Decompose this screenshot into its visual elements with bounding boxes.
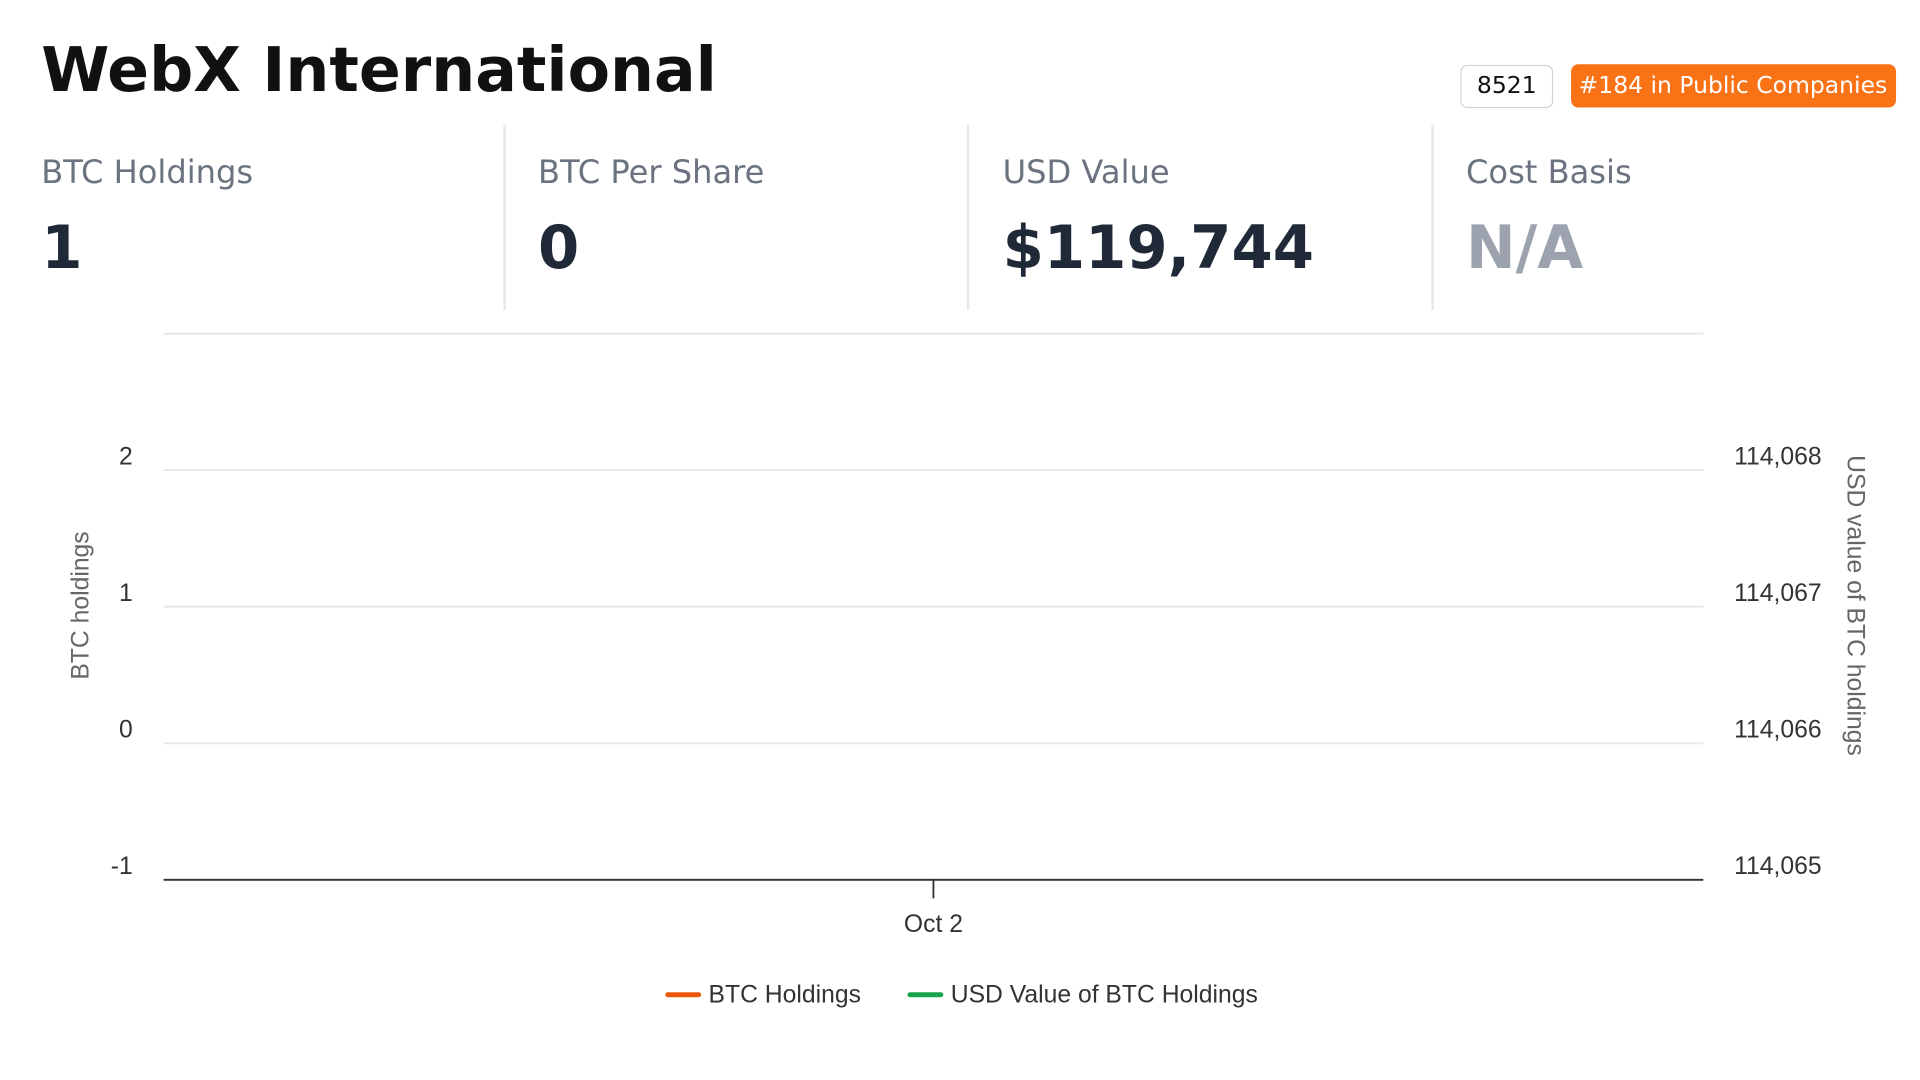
stat-label: BTC Holdings: [41, 153, 253, 191]
legend-label[interactable]: USD Value of BTC Holdings: [951, 982, 1258, 1009]
company-title: WebX International: [41, 34, 717, 106]
y-axis-title: BTC holdings: [68, 531, 95, 679]
y-tick-label: 1: [119, 580, 133, 607]
y-tick-label: 2: [119, 443, 133, 470]
rank-text[interactable]: #184 in Public Companies: [1579, 71, 1888, 99]
y2-tick-label: 114,066: [1734, 716, 1821, 743]
legend-label[interactable]: BTC Holdings: [709, 982, 861, 1009]
stat-label: USD Value: [1003, 153, 1170, 191]
y2-tick-label: 114,067: [1734, 580, 1821, 607]
chart: -1 0 1 2 114,065 114,066 114,067 114,068 BTC hol…: [68, 332, 1868, 1009]
stat-label: Cost Basis: [1466, 153, 1632, 191]
rank-badge[interactable]: [1571, 64, 1897, 108]
ticker-badge: [1460, 64, 1554, 109]
y2-tick-label: 114,065: [1734, 853, 1821, 880]
y2-tick-label: 114,068: [1734, 443, 1821, 470]
stat-label: BTC Per Share: [538, 153, 764, 191]
stat-value: 1: [41, 213, 82, 282]
y-tick-label: 0: [119, 716, 133, 743]
stat-value: 0: [538, 213, 579, 282]
x-tick-label: Oct 2: [904, 911, 963, 938]
ticker-text: 8521: [1477, 71, 1537, 99]
y-tick-label: -1: [111, 853, 133, 880]
y2-axis-title: USD value of BTC holdings: [1841, 455, 1868, 756]
stat-value: N/A: [1466, 213, 1583, 282]
stat-value: $119,744: [1003, 213, 1314, 282]
stats: BTC Holdings 1 BTC Per Share 0 USD Value $119…: [41, 153, 1631, 282]
